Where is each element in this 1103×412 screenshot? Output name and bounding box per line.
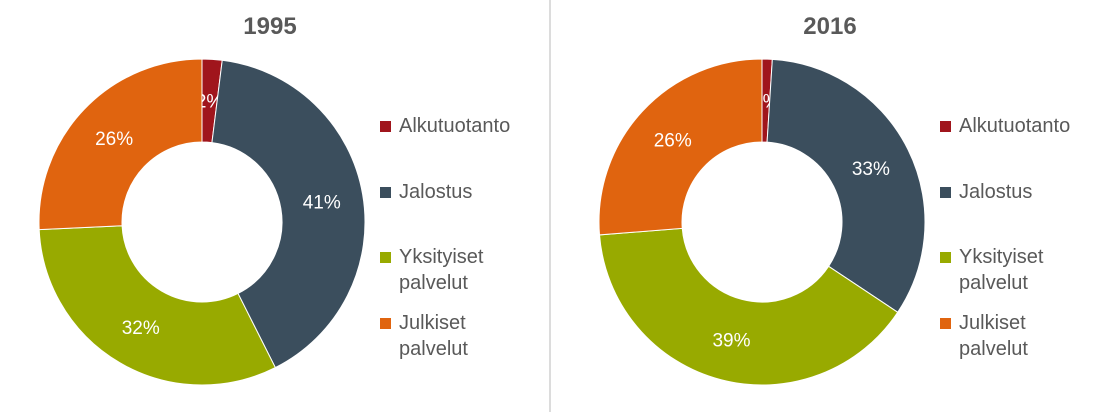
legend-item: Julkiset palvelut <box>380 310 519 362</box>
data-label: 26% <box>654 131 692 152</box>
legend-item: Julkiset palvelut <box>940 310 1079 362</box>
legend-swatch <box>380 121 391 132</box>
legend-item: Jalostus <box>380 179 519 205</box>
data-label: 41% <box>303 192 341 213</box>
legend-item: Alkutuotanto <box>940 113 1079 139</box>
legend-label: Julkiset palvelut <box>399 311 468 360</box>
legend-item: Yksityiset palvelut <box>380 244 519 296</box>
slice <box>211 59 366 369</box>
slice <box>38 225 276 386</box>
legend-swatch <box>940 317 951 329</box>
data-label: 32% <box>122 318 160 339</box>
slice <box>766 58 926 313</box>
legend-swatch <box>380 252 391 263</box>
legend-item: Alkutuotanto <box>380 113 519 139</box>
chart-title: 2016 <box>803 13 856 40</box>
slice <box>38 58 203 231</box>
slice <box>598 227 899 386</box>
legend-label: Alkutuotanto <box>399 115 511 137</box>
legend-item: Yksityiset palvelut <box>940 244 1079 296</box>
data-label: 39% <box>712 331 750 352</box>
legend-swatch <box>940 121 951 132</box>
legend-label: Julkiset palvelut <box>959 311 1028 360</box>
legend-swatch <box>380 317 391 329</box>
legend-label: Jalostus <box>399 180 473 203</box>
chart-title: 1995 <box>243 13 296 40</box>
legend-item: Jalostus <box>940 179 1079 205</box>
legend-swatch <box>940 186 951 198</box>
legend-label: Jalostus <box>959 180 1033 203</box>
legend-label: Yksityiset palvelut <box>399 246 484 294</box>
data-label: 33% <box>852 159 890 180</box>
legend-swatch <box>940 252 951 263</box>
slice <box>598 58 763 236</box>
legend-label: Yksityiset palvelut <box>959 246 1044 294</box>
data-label: 26% <box>95 129 133 150</box>
legend-swatch <box>380 186 391 198</box>
legend-label: Alkutuotanto <box>959 115 1071 137</box>
